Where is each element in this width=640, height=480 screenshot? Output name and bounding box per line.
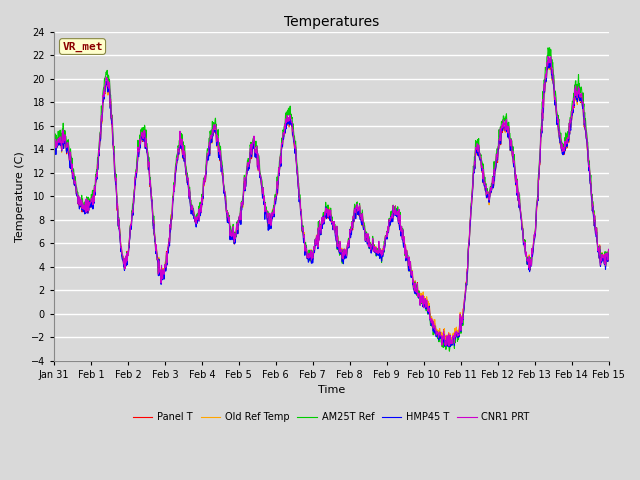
Old Ref Temp — [160, 267, 168, 273]
Panel T — [442, 343, 450, 348]
HMP45 T — [50, 140, 58, 146]
Old Ref Temp — [490, 168, 498, 174]
CNR1 PRT — [160, 267, 168, 273]
HMP45 T — [160, 272, 168, 277]
Title: Temperatures: Temperatures — [284, 15, 379, 29]
HMP45 T — [605, 251, 612, 257]
HMP45 T — [540, 100, 547, 106]
CNR1 PRT — [605, 246, 612, 252]
CNR1 PRT — [236, 213, 243, 219]
Line: CNR1 PRT: CNR1 PRT — [54, 57, 609, 346]
AM25T Ref — [417, 300, 425, 306]
Panel T — [490, 168, 498, 174]
Legend: Panel T, Old Ref Temp, AM25T Ref, HMP45 T, CNR1 PRT: Panel T, Old Ref Temp, AM25T Ref, HMP45 … — [129, 408, 534, 426]
Panel T — [236, 216, 243, 222]
Panel T — [50, 141, 58, 146]
CNR1 PRT — [417, 300, 425, 305]
HMP45 T — [417, 299, 425, 304]
Old Ref Temp — [236, 214, 243, 220]
Old Ref Temp — [545, 60, 552, 65]
Panel T — [540, 98, 547, 104]
CNR1 PRT — [544, 54, 552, 60]
CNR1 PRT — [540, 96, 547, 102]
HMP45 T — [445, 344, 453, 350]
Panel T — [605, 248, 612, 254]
CNR1 PRT — [445, 343, 453, 349]
HMP45 T — [490, 169, 498, 175]
Old Ref Temp — [417, 298, 425, 303]
AM25T Ref — [50, 132, 58, 138]
Old Ref Temp — [444, 341, 452, 347]
AM25T Ref — [540, 88, 547, 94]
AM25T Ref — [173, 151, 181, 157]
AM25T Ref — [605, 250, 612, 255]
X-axis label: Time: Time — [317, 385, 345, 396]
Line: Panel T: Panel T — [54, 59, 609, 346]
Line: HMP45 T: HMP45 T — [54, 60, 609, 347]
Panel T — [547, 56, 555, 62]
CNR1 PRT — [50, 138, 58, 144]
HMP45 T — [173, 155, 181, 161]
Line: Old Ref Temp: Old Ref Temp — [54, 62, 609, 344]
Old Ref Temp — [50, 142, 58, 147]
HMP45 T — [236, 215, 243, 221]
Old Ref Temp — [605, 247, 612, 252]
Old Ref Temp — [173, 159, 181, 165]
AM25T Ref — [490, 159, 498, 165]
Panel T — [417, 299, 425, 305]
Panel T — [173, 157, 181, 163]
Y-axis label: Temperature (C): Temperature (C) — [15, 151, 25, 241]
CNR1 PRT — [173, 156, 181, 162]
Line: AM25T Ref: AM25T Ref — [54, 48, 609, 351]
Text: VR_met: VR_met — [62, 41, 103, 52]
AM25T Ref — [236, 214, 243, 220]
CNR1 PRT — [490, 167, 498, 172]
Panel T — [160, 269, 168, 275]
Old Ref Temp — [540, 99, 547, 105]
HMP45 T — [547, 57, 555, 62]
AM25T Ref — [445, 348, 453, 354]
AM25T Ref — [546, 45, 554, 51]
AM25T Ref — [160, 272, 168, 277]
